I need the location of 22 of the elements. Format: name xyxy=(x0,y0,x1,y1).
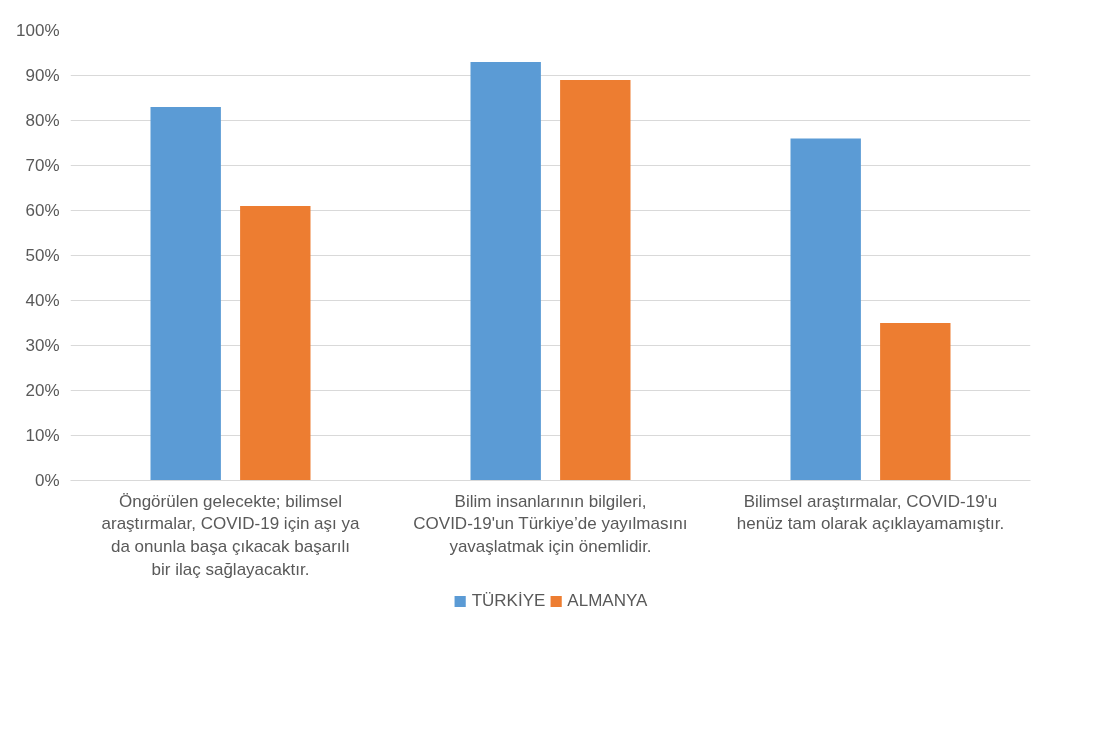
y-tick-label: 50% xyxy=(25,246,60,265)
y-tick-label: 40% xyxy=(25,291,60,310)
legend-label: TÜRKİYE xyxy=(471,591,546,611)
y-tick-label: 30% xyxy=(25,336,60,355)
y-tick-label: 90% xyxy=(25,66,60,85)
x-tick-label: Öngörülen gelecekte; bilimsel araştırmalar, COVID-19 için aşı ya da onunla başa çıkacak başarılı bir ilaç sağlayacaktır. xyxy=(101,491,360,579)
bar xyxy=(150,107,221,481)
bar xyxy=(790,138,861,481)
y-tick-label: 10% xyxy=(25,426,60,445)
bar xyxy=(470,62,541,481)
y-tick-label: 60% xyxy=(25,201,60,220)
y-tick-label: 100% xyxy=(16,21,60,40)
x-tick-label: Bilim insanlarının bilgileri, COVID-19'un Türkiye’de yayılmasını yavaşlatmak için önemlidir. xyxy=(413,491,688,557)
y-tick-label: 70% xyxy=(25,156,60,175)
y-tick-label: 80% xyxy=(25,111,60,130)
bar xyxy=(880,323,951,481)
bar xyxy=(240,206,311,481)
y-tick-label: 0% xyxy=(34,471,60,490)
y-tick-label: 20% xyxy=(25,381,60,400)
legend-label: ALMANYA xyxy=(567,591,648,611)
x-tick-label: Bilimsel araştırmalar, COVID-19'u henüz tam olarak açıklayamamıştır. xyxy=(736,491,1005,534)
bar xyxy=(560,80,631,481)
